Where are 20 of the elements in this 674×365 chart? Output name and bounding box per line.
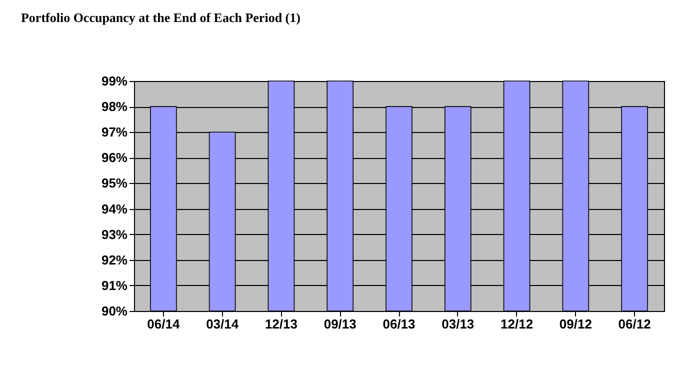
y-tick-label: 91% (101, 278, 128, 293)
y-tick-label: 99% (101, 74, 128, 88)
x-tick-label: 06/13 (382, 316, 416, 332)
x-tick-label: 09/13 (324, 316, 356, 332)
x-tick-label: 12/13 (264, 316, 298, 332)
y-tick-label: 95% (101, 176, 128, 191)
chart-title: Portfolio Occupancy at the End of Each Period (1) (20, 10, 300, 25)
y-tick-label: 90% (101, 304, 128, 318)
x-tick-label: 06/12 (618, 316, 651, 332)
y-tick-label: 92% (101, 252, 128, 268)
x-tick-label: 06/14 (147, 316, 180, 332)
x-tick-label: 12/12 (500, 316, 534, 332)
x-tick-label: 03/13 (442, 316, 474, 332)
y-tick-label: 94% (101, 201, 128, 216)
y-tick-label: 96% (101, 150, 128, 166)
y-tick-label: 93% (101, 226, 128, 242)
y-tick-label: 98% (101, 99, 128, 114)
x-tick-label: 03/14 (206, 316, 240, 332)
x-tick-label: 09/12 (559, 316, 592, 332)
y-tick-label: 97% (101, 124, 128, 140)
